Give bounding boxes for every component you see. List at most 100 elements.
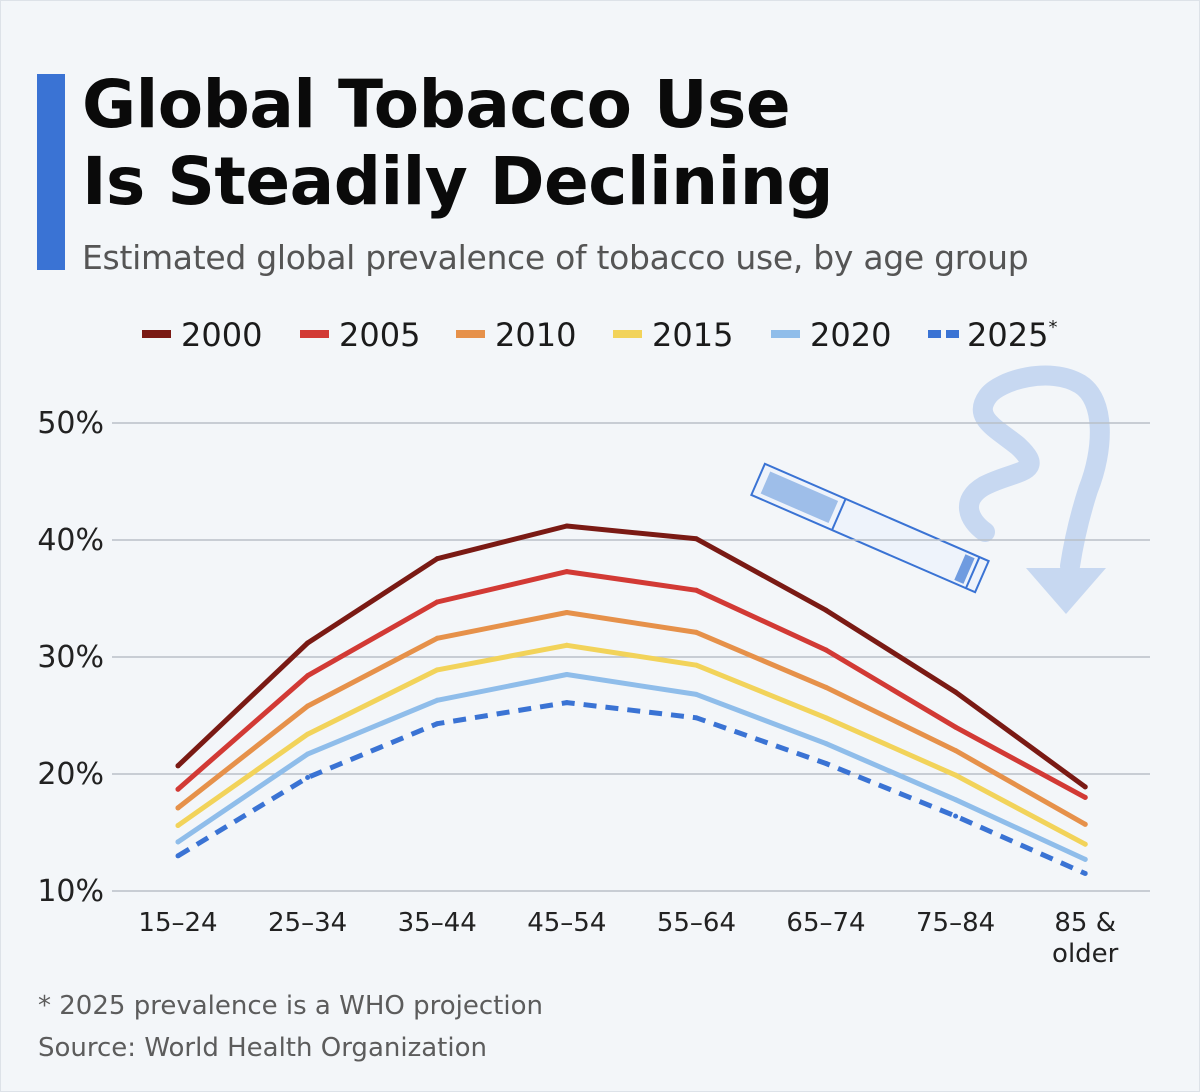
x-tick-label: 35–44: [398, 908, 477, 938]
data-point-2015: [953, 772, 959, 778]
series-line-2000: [175, 523, 1088, 790]
data-point-2010: [823, 684, 829, 690]
legend-swatch: [928, 330, 941, 338]
legend-label: 2005: [339, 316, 420, 354]
data-point-2015: [823, 715, 829, 721]
data-point-2010: [693, 629, 699, 635]
source-note: Source: World Health Organization: [38, 1033, 487, 1063]
data-point-2000: [305, 640, 311, 646]
data-point-2005: [175, 786, 181, 792]
legend-item-2025: 2025*: [928, 316, 1057, 354]
data-point-2020: [434, 697, 440, 703]
data-point-2010: [434, 635, 440, 641]
legend-item-2000: 2000: [142, 316, 262, 354]
series-line-2010: [175, 610, 1088, 827]
legend-label: 2000: [181, 316, 262, 354]
chart-title-line-1: Global Tobacco Use: [82, 66, 791, 143]
x-tick-label: 25–34: [268, 908, 347, 938]
data-point-2005: [1082, 794, 1088, 800]
legend-label: 2025*: [967, 316, 1057, 354]
legend-item-2005: 2005: [300, 316, 420, 354]
legend-item-2015: 2015: [613, 316, 733, 354]
x-tick-label: 75–84: [916, 908, 995, 938]
cigarette-with-smoke-arrow-icon: [750, 365, 1110, 614]
y-tick-label: 30%: [37, 640, 104, 675]
data-point-2000: [693, 536, 699, 542]
data-point-2020: [564, 672, 570, 678]
data-point-2010: [953, 748, 959, 754]
data-point-2015: [564, 642, 570, 648]
data-point-2020: [823, 741, 829, 747]
legend-item-2020: 2020: [771, 316, 891, 354]
data-point-2015: [175, 822, 181, 828]
x-tick-label: 55–64: [657, 908, 736, 938]
series-line-2020: [175, 672, 1088, 862]
series-line-2025: [176, 700, 1087, 876]
data-point-2005: [953, 724, 959, 730]
legend-label: 2010: [495, 316, 576, 354]
data-point-2005: [693, 587, 699, 593]
data-point-2020: [305, 751, 311, 757]
chart-subtitle: Estimated global prevalence of tobacco u…: [82, 238, 1029, 277]
chart-title: Global Tobacco Use Is Steadily Declining: [82, 66, 833, 220]
x-tick-label: 15–24: [138, 908, 217, 938]
data-point-2015: [1082, 841, 1088, 847]
series-line-2015: [175, 642, 1088, 847]
data-point-2015: [305, 731, 311, 737]
legend-item-2010: 2010: [456, 316, 576, 354]
legend-swatch: [946, 330, 959, 338]
series-line-2005: [175, 569, 1088, 800]
cigarette-band: [831, 498, 847, 531]
data-point-2025: [564, 700, 570, 706]
cigarette: [750, 462, 990, 594]
data-point-2000: [564, 523, 570, 529]
data-point-2005: [305, 673, 311, 679]
y-tick-label: 50%: [37, 406, 104, 441]
data-point-2000: [953, 689, 959, 695]
data-point-2025: [953, 813, 959, 819]
cigarette-filter: [760, 471, 839, 524]
line-chart: 10% 20% 30% 40% 50% 15–24 25–34 35–44 45–54 55–64…: [37, 316, 1150, 969]
data-point-2015: [693, 662, 699, 668]
legend-swatch: [456, 330, 485, 338]
legend-label: 2020: [810, 316, 891, 354]
x-tick-label: 45–54: [527, 908, 606, 938]
data-point-2010: [305, 703, 311, 709]
data-point-2025: [693, 715, 699, 721]
data-point-2020: [175, 839, 181, 845]
y-tick-label: 10%: [37, 874, 104, 909]
title-accent-bar: [37, 74, 65, 270]
footnote: * 2025 prevalence is a WHO projection: [38, 991, 543, 1021]
data-point-2000: [434, 556, 440, 562]
data-point-2000: [823, 607, 829, 613]
data-point-2020: [1082, 856, 1088, 862]
data-point-2025: [1082, 870, 1088, 876]
y-tick-label: 20%: [37, 757, 104, 792]
data-point-2005: [434, 599, 440, 605]
data-point-2025: [434, 721, 440, 727]
cigarette-tip-line: [965, 556, 981, 589]
x-tick-label: 85 & older: [1052, 908, 1119, 969]
x-tick-label: 65–74: [786, 908, 865, 938]
legend-swatch: [771, 330, 800, 338]
data-point-2005: [564, 569, 570, 575]
smoke-arrow-head: [1026, 568, 1106, 614]
data-point-2010: [564, 610, 570, 616]
data-point-2025: [305, 775, 311, 781]
data-point-2000: [1082, 784, 1088, 790]
data-point-2020: [693, 691, 699, 697]
data-point-2025: [823, 760, 829, 766]
legend-swatch: [300, 330, 329, 338]
data-point-2010: [1082, 821, 1088, 827]
y-tick-label: 40%: [37, 523, 104, 558]
legend-swatch: [142, 330, 171, 338]
data-point-2000: [175, 763, 181, 769]
data-point-2015: [434, 667, 440, 673]
legend-label: 2015: [652, 316, 733, 354]
cigarette-ash: [954, 554, 975, 584]
data-point-2010: [175, 805, 181, 811]
data-point-2005: [823, 647, 829, 653]
legend-swatch: [613, 330, 642, 338]
data-point-2020: [953, 797, 959, 803]
data-point-2025: [175, 853, 181, 859]
